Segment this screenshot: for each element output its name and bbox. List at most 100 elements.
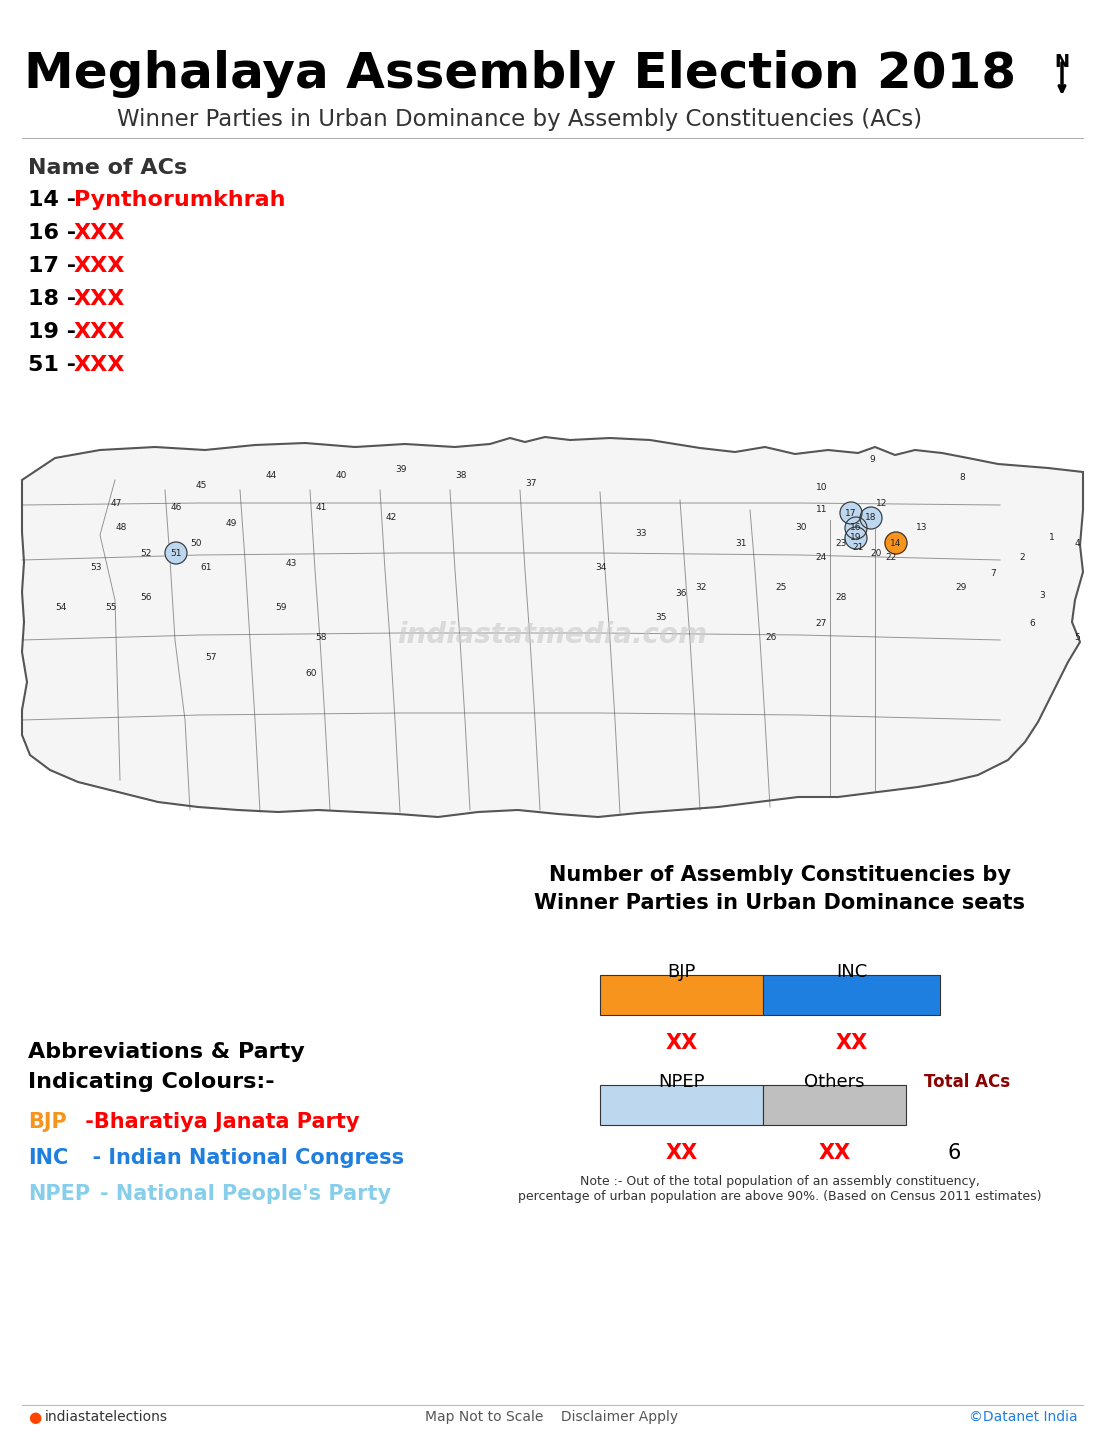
Text: Map Not to Scale    Disclaimer Apply: Map Not to Scale Disclaimer Apply xyxy=(425,1409,678,1424)
Text: -Bharatiya Janata Party: -Bharatiya Janata Party xyxy=(78,1112,359,1133)
Text: BJP: BJP xyxy=(28,1112,66,1133)
Text: 51 -: 51 - xyxy=(28,354,84,375)
Text: 43: 43 xyxy=(285,559,296,568)
Text: Number of Assembly Constituencies by: Number of Assembly Constituencies by xyxy=(549,865,1011,885)
Text: XX: XX xyxy=(665,1033,697,1053)
Text: 26: 26 xyxy=(766,634,777,643)
Text: 4: 4 xyxy=(1074,539,1080,548)
Text: 1: 1 xyxy=(1049,533,1055,542)
Text: 11: 11 xyxy=(817,504,828,513)
Text: 35: 35 xyxy=(655,614,666,623)
Text: 40: 40 xyxy=(335,471,347,480)
Text: 8: 8 xyxy=(959,474,965,483)
Text: 61: 61 xyxy=(200,563,212,572)
Text: 42: 42 xyxy=(386,513,397,523)
Text: 48: 48 xyxy=(115,523,127,533)
Text: 34: 34 xyxy=(596,563,607,572)
Text: Indicating Colours:-: Indicating Colours:- xyxy=(28,1072,275,1092)
Text: NPEP: NPEP xyxy=(28,1185,91,1205)
Text: 45: 45 xyxy=(196,481,207,490)
Text: INC: INC xyxy=(28,1148,69,1169)
Text: 55: 55 xyxy=(105,604,117,612)
Text: 14: 14 xyxy=(891,539,902,548)
Text: 58: 58 xyxy=(315,634,327,643)
Text: 6: 6 xyxy=(947,1143,960,1163)
Text: 5: 5 xyxy=(1074,634,1080,643)
Text: 16 -: 16 - xyxy=(28,223,84,244)
Text: XXX: XXX xyxy=(74,256,125,277)
Circle shape xyxy=(885,532,907,553)
Bar xyxy=(600,1085,764,1125)
Text: indiastatmedia.com: indiastatmedia.com xyxy=(397,621,707,648)
Text: - National People's Party: - National People's Party xyxy=(99,1185,391,1205)
Text: XX: XX xyxy=(665,1143,697,1163)
Circle shape xyxy=(165,542,187,563)
Text: 2: 2 xyxy=(1019,553,1024,562)
Text: BJP: BJP xyxy=(667,963,696,981)
Text: 29: 29 xyxy=(956,584,967,592)
Text: 46: 46 xyxy=(170,503,181,513)
Circle shape xyxy=(840,501,862,525)
Text: 3: 3 xyxy=(1039,591,1045,599)
Text: 44: 44 xyxy=(265,471,276,480)
Text: 13: 13 xyxy=(916,523,928,533)
Text: 51: 51 xyxy=(170,549,181,558)
Text: XX: XX xyxy=(819,1143,851,1163)
Text: 21: 21 xyxy=(852,543,864,552)
Text: Meghalaya Assembly Election 2018: Meghalaya Assembly Election 2018 xyxy=(24,50,1017,98)
Text: 16: 16 xyxy=(850,523,862,533)
Circle shape xyxy=(860,507,882,529)
Text: 60: 60 xyxy=(305,669,317,677)
Text: 27: 27 xyxy=(815,618,827,627)
Text: 50: 50 xyxy=(190,539,202,548)
Text: Total ACs: Total ACs xyxy=(924,1074,1010,1091)
Text: Winner Parties in Urban Dominance by Assembly Constituencies (ACs): Winner Parties in Urban Dominance by Ass… xyxy=(117,108,923,131)
Text: N: N xyxy=(1054,53,1070,71)
Bar xyxy=(600,976,764,1014)
Text: 41: 41 xyxy=(315,503,327,513)
Text: 28: 28 xyxy=(835,594,846,602)
Text: - Indian National Congress: - Indian National Congress xyxy=(78,1148,404,1169)
Text: 37: 37 xyxy=(525,478,537,487)
Text: XXX: XXX xyxy=(74,223,125,244)
Text: 30: 30 xyxy=(796,523,807,533)
Text: 6: 6 xyxy=(1029,618,1035,627)
Text: 39: 39 xyxy=(396,465,407,474)
Text: Abbreviations & Party: Abbreviations & Party xyxy=(28,1042,305,1062)
Text: 23: 23 xyxy=(835,539,846,548)
Text: XXX: XXX xyxy=(74,321,125,342)
Text: XX: XX xyxy=(835,1033,867,1053)
Text: 59: 59 xyxy=(275,604,287,612)
Circle shape xyxy=(845,527,867,549)
Text: ©Datanet India: ©Datanet India xyxy=(969,1409,1078,1424)
Text: 19: 19 xyxy=(850,533,862,542)
Text: XXX: XXX xyxy=(74,354,125,375)
Text: 56: 56 xyxy=(140,594,151,602)
Text: Name of ACs: Name of ACs xyxy=(28,159,187,179)
Text: indiastatelections: indiastatelections xyxy=(45,1409,168,1424)
Text: 17 -: 17 - xyxy=(28,256,84,277)
Text: 9: 9 xyxy=(870,455,875,464)
Text: Others: Others xyxy=(804,1074,865,1091)
Text: 38: 38 xyxy=(455,471,466,480)
Text: 10: 10 xyxy=(817,483,828,491)
Text: 49: 49 xyxy=(225,519,236,527)
Text: 25: 25 xyxy=(776,584,787,592)
Text: Pynthorumkhrah: Pynthorumkhrah xyxy=(74,190,285,210)
Text: Note :- Out of the total population of an assembly constituency,
percentage of u: Note :- Out of the total population of a… xyxy=(518,1174,1042,1203)
Text: 32: 32 xyxy=(695,584,707,592)
Text: 20: 20 xyxy=(871,549,882,558)
Text: XXX: XXX xyxy=(74,290,125,308)
Circle shape xyxy=(845,517,867,539)
Text: 57: 57 xyxy=(206,654,217,663)
Text: 33: 33 xyxy=(635,529,646,537)
Bar xyxy=(764,1085,906,1125)
Text: 17: 17 xyxy=(845,509,856,517)
Text: 24: 24 xyxy=(815,553,827,562)
Text: 12: 12 xyxy=(876,499,887,507)
Text: 18 -: 18 - xyxy=(28,290,84,308)
Text: 22: 22 xyxy=(885,553,896,562)
Bar xyxy=(764,976,940,1014)
Text: 14 -: 14 - xyxy=(28,190,84,210)
Text: 52: 52 xyxy=(140,549,151,558)
